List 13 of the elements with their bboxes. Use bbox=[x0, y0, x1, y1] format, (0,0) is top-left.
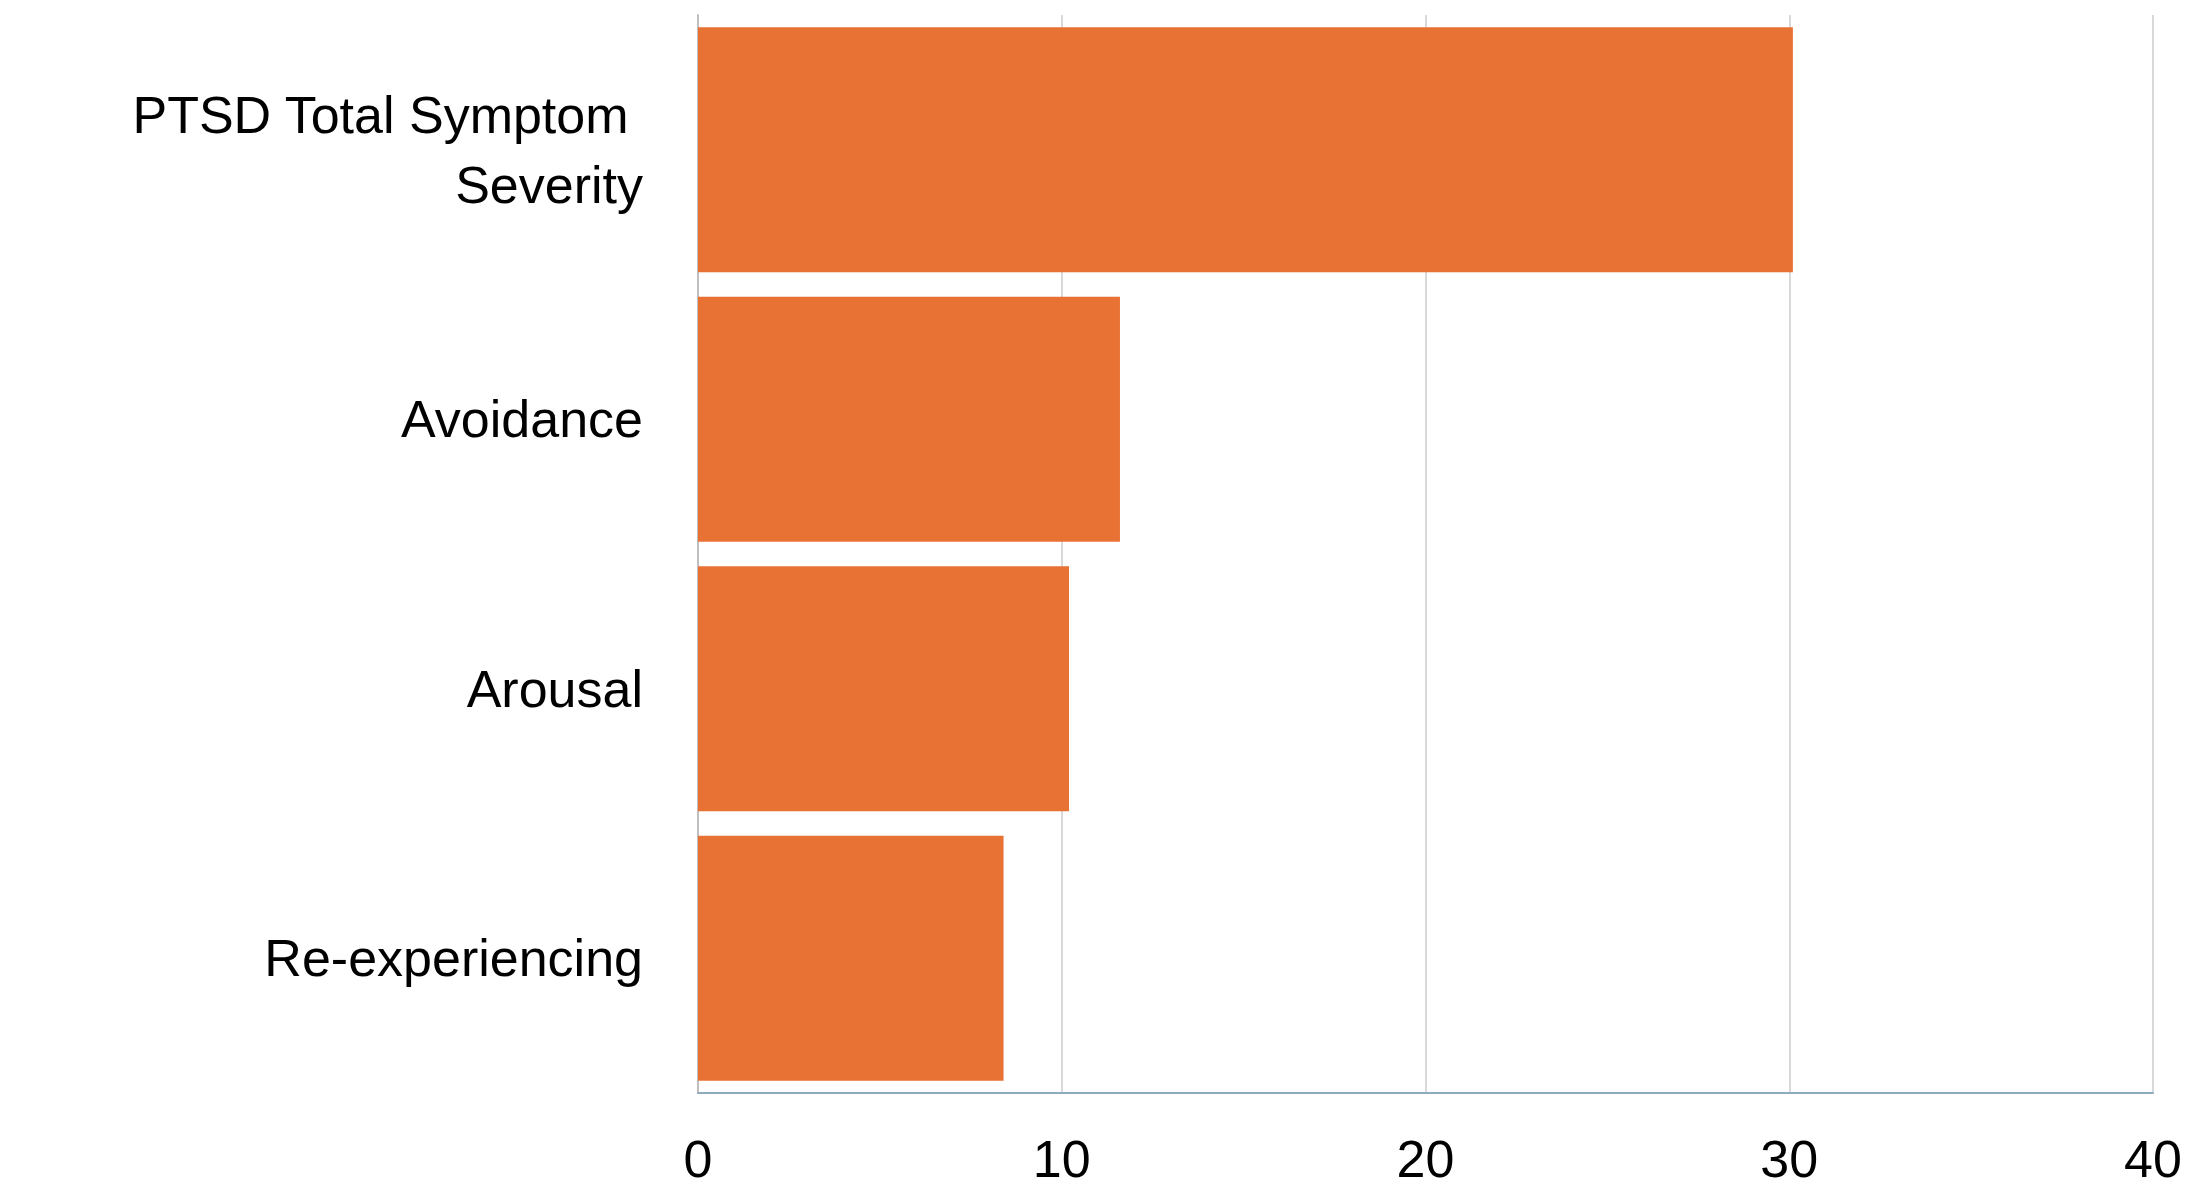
x-tick-label: 40 bbox=[2124, 1130, 2182, 1188]
x-tick-label: 20 bbox=[1396, 1130, 1455, 1188]
y-tick-label: Avoidance bbox=[401, 390, 643, 449]
bar bbox=[698, 296, 1120, 542]
x-tick-label: 30 bbox=[1760, 1130, 1819, 1188]
y-tick-label: Arousal bbox=[466, 659, 643, 718]
x-tick-label: 0 bbox=[683, 1130, 713, 1188]
bar bbox=[698, 566, 1070, 812]
bar bbox=[698, 27, 1793, 273]
x-tick-label: 10 bbox=[1032, 1130, 1091, 1188]
bar bbox=[698, 835, 1004, 1081]
y-tick-label: Re-experiencing bbox=[264, 929, 643, 988]
y-tick-label: PTSD Total Symptom Severity bbox=[132, 85, 643, 214]
